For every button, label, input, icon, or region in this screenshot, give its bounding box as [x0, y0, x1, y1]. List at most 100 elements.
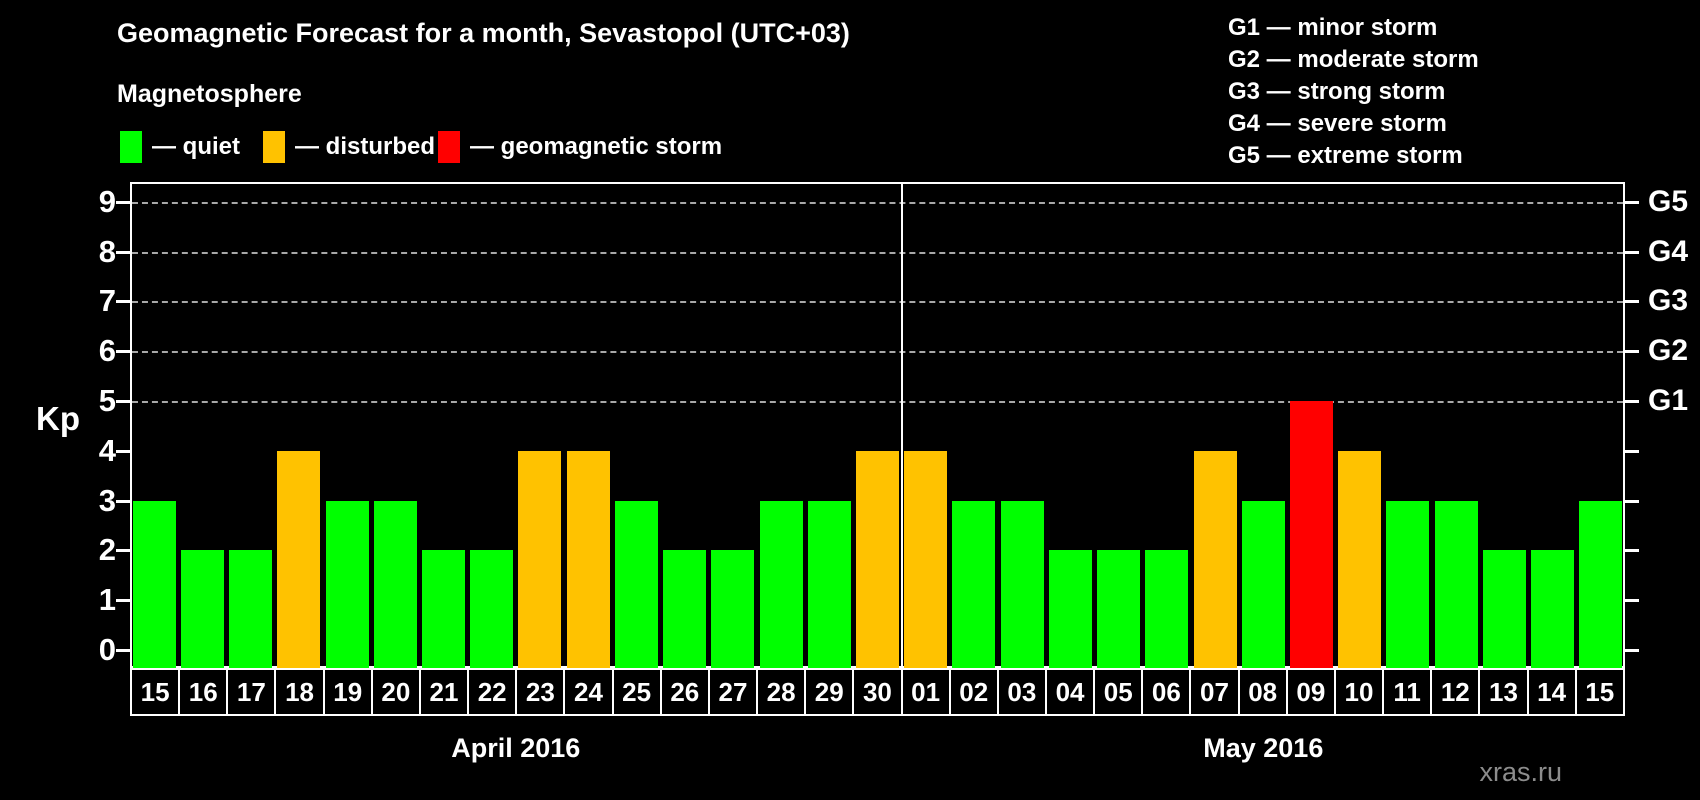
- g3-legend-line: G3 — strong storm: [1228, 78, 1446, 105]
- bar-april-30: [856, 450, 899, 668]
- right-tick-kp9: [1625, 200, 1639, 204]
- bar-may-10: [1338, 450, 1382, 668]
- date-cell-12: 12: [1432, 670, 1481, 714]
- g-axis-label-g1: G1: [1648, 384, 1689, 417]
- month-caption: April 2016: [451, 733, 581, 763]
- bar-april-29: [807, 500, 851, 668]
- date-cell-09: 09: [1288, 670, 1336, 714]
- month-separator: [900, 184, 903, 668]
- left-tick-kp6: [116, 350, 130, 354]
- y-tick-label-6: 6: [98, 333, 116, 369]
- bar-may-09: [1290, 401, 1334, 668]
- bar-april-23: [518, 450, 562, 668]
- date-cell-22: 22: [469, 670, 518, 714]
- date-cell-25: 25: [614, 670, 662, 714]
- gridline-kp6: [132, 351, 1623, 354]
- bar-may-03: [1000, 500, 1044, 668]
- g4-legend-line: G4 — severe storm: [1228, 110, 1447, 137]
- left-tick-kp8: [116, 250, 130, 254]
- date-cell-17: 17: [228, 670, 277, 714]
- date-cell-10: 10: [1336, 670, 1385, 714]
- bar-may-04: [1048, 550, 1092, 668]
- bar-april-25: [614, 500, 658, 668]
- left-tick-kp0: [116, 649, 130, 652]
- date-cell-29: 29: [806, 670, 855, 714]
- y-tick-label-1: 1: [98, 582, 116, 618]
- date-cell-28: 28: [758, 670, 807, 714]
- disturbed-color-swatch: [263, 131, 285, 163]
- legend-item-disturbed: — disturbed: [263, 129, 435, 165]
- right-tick-kp2: [1625, 549, 1639, 553]
- date-cell-01: 01: [903, 670, 951, 714]
- g-scale-legend: G1 — minor storm G2 — moderate storm G3 …: [1228, 12, 1479, 172]
- y-tick-label-0: 0: [98, 632, 116, 667]
- y-tick-label-3: 3: [98, 482, 116, 518]
- date-cell-24: 24: [565, 670, 614, 714]
- gridline-kp5: [132, 401, 1623, 403]
- date-cell-21: 21: [421, 670, 470, 714]
- right-tick-kp5: [1625, 400, 1639, 403]
- quiet-color-swatch: [120, 131, 142, 163]
- date-cell-15: 15: [132, 670, 181, 714]
- y-tick-label-4: 4: [98, 432, 116, 468]
- g-axis-label-g2: G2: [1648, 334, 1689, 368]
- bar-april-17: [229, 550, 273, 668]
- gridline-kp8: [132, 251, 1623, 254]
- date-cell-08: 08: [1240, 670, 1288, 714]
- date-cell-06: 06: [1143, 670, 1192, 714]
- gridline-kp7: [132, 301, 1623, 304]
- date-cell-26: 26: [662, 670, 710, 714]
- bar-may-15: [1579, 500, 1623, 668]
- bar-may-06: [1145, 550, 1189, 668]
- y-tick-label-5: 5: [98, 383, 116, 418]
- y-axis-label-kp: Kp: [36, 400, 80, 437]
- right-tick-kp8: [1625, 250, 1639, 254]
- bar-april-27: [711, 550, 755, 668]
- month-caption: May 2016: [1203, 733, 1324, 763]
- page-title: Geomagnetic Forecast for a month, Sevast…: [117, 18, 850, 48]
- watermark: xras.ru: [1479, 757, 1562, 787]
- g-axis-label-g3: G3: [1648, 284, 1689, 318]
- right-tick-kp0: [1625, 649, 1639, 652]
- date-cell-20: 20: [373, 670, 421, 714]
- bar-april-22: [470, 550, 514, 668]
- date-axis-row: 15 16 17 18 19 20 21 22 23 24 25 26 27 28 29 30 01 02 03 04…: [130, 668, 1625, 716]
- bar-may-07: [1193, 450, 1237, 668]
- date-cell-15: 15: [1585, 676, 1615, 707]
- bar-may-01: [904, 450, 948, 668]
- bar-may-14: [1531, 550, 1575, 668]
- bar-april-15: [132, 500, 176, 668]
- right-tick-kp6: [1625, 350, 1639, 354]
- bar-april-21: [421, 550, 465, 668]
- date-cell-11: 11: [1384, 670, 1433, 714]
- date-cell-13: 13: [1480, 670, 1529, 714]
- g2-legend-line: G2 — moderate storm: [1228, 46, 1479, 73]
- bar-may-02: [952, 500, 996, 668]
- left-tick-kp2: [116, 549, 130, 553]
- bar-may-08: [1241, 500, 1285, 668]
- legend-label-quiet: — quiet: [152, 133, 240, 160]
- g1-legend-line: G1 — minor storm: [1228, 14, 1438, 41]
- bar-may-13: [1482, 550, 1526, 668]
- bar-may-05: [1097, 550, 1141, 668]
- legend-item-quiet: — quiet: [120, 129, 240, 165]
- bar-april-18: [277, 450, 321, 668]
- date-cell-03: 03: [999, 670, 1047, 714]
- date-cell-30: 30: [854, 670, 903, 714]
- left-tick-kp1: [116, 599, 130, 603]
- date-cell-27: 27: [710, 670, 759, 714]
- left-tick-kp9: [116, 200, 130, 204]
- g-axis-label-g5: G5: [1648, 184, 1689, 218]
- gridline-kp9: [132, 201, 1623, 204]
- date-cell-04: 04: [1047, 670, 1096, 714]
- date-cell-19: 19: [325, 670, 373, 714]
- magnetosphere-label: Magnetosphere: [117, 80, 302, 108]
- bar-april-19: [325, 500, 369, 668]
- legend-label-geomagnetic-storm: — geomagnetic storm: [470, 133, 723, 160]
- right-tick-kp4: [1625, 449, 1639, 453]
- date-cell-02: 02: [951, 670, 999, 714]
- date-cell-16: 16: [180, 670, 229, 714]
- g5-legend-line: G5 — extreme storm: [1228, 142, 1463, 169]
- bar-may-11: [1386, 500, 1430, 668]
- left-tick-kp4: [116, 449, 130, 453]
